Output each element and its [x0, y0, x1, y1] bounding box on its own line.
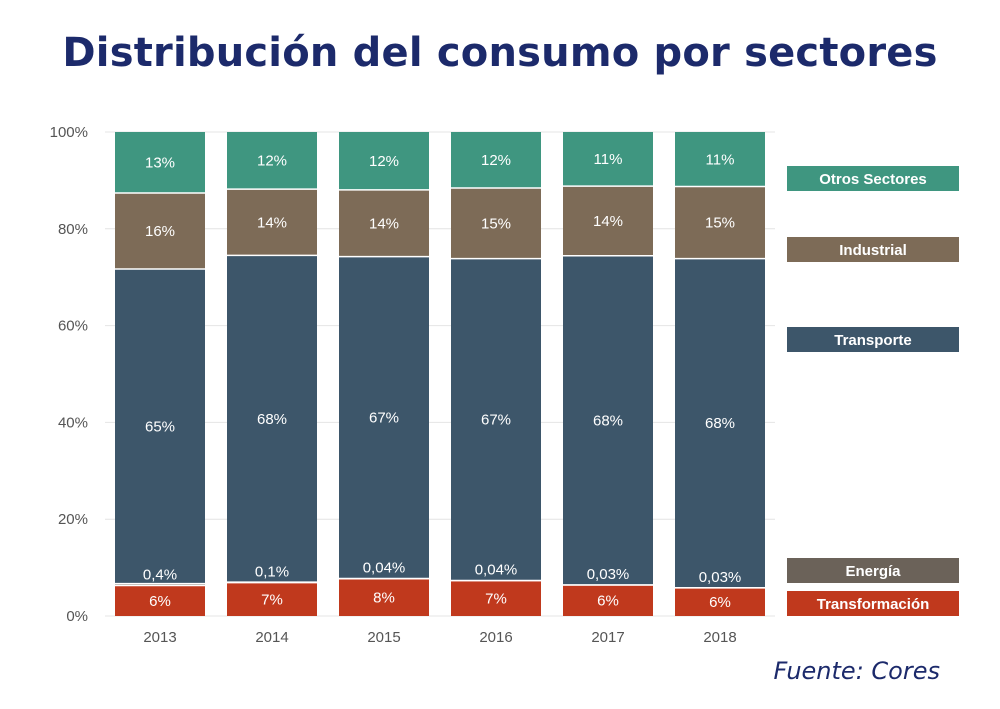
bar-segment: [339, 132, 429, 190]
bar-segment: [451, 580, 541, 616]
data-label: 16%: [145, 223, 175, 240]
data-label: 11%: [594, 151, 623, 168]
data-label: 68%: [705, 415, 735, 432]
data-label: 15%: [481, 215, 511, 232]
legend-item: Otros Sectores: [787, 166, 959, 191]
x-tick-label: 2014: [255, 629, 288, 646]
y-tick-label: 100%: [50, 124, 88, 141]
legend: Otros Sectores Industrial Transporte Energí…: [787, 166, 959, 616]
y-axis: 0% 20% 40% 60% 80% 100%: [50, 124, 88, 625]
bar-group: 7% 0,04% 67% 15% 12%: [451, 132, 541, 616]
data-label: 67%: [481, 412, 511, 429]
gridlines: [105, 131, 775, 617]
bar-segment: [563, 186, 653, 256]
bar-group: 8% 0,04% 67% 14% 12%: [339, 132, 429, 616]
x-axis: 2013 2014 2015 2016 2017 2018: [143, 629, 736, 646]
data-label: 11%: [706, 151, 735, 168]
legend-swatch: [787, 237, 959, 262]
bar-segment: [563, 255, 653, 585]
bar-segment: [227, 255, 317, 583]
bar-segment: [339, 189, 429, 257]
legend-item: Transporte: [787, 327, 959, 352]
y-tick-label: 80%: [58, 221, 88, 238]
x-tick-label: 2015: [367, 629, 400, 646]
legend-label: Industrial: [839, 242, 907, 259]
data-label: 14%: [593, 213, 623, 230]
bars: 6% 0,4% 65% 16% 13% 7% 0,1% 68% 14% 12% 8% 0,04% 67%…: [115, 132, 765, 616]
legend-swatch: [787, 591, 959, 616]
data-label: 12%: [369, 153, 399, 170]
bar-segment: [227, 132, 317, 190]
bar-segment: [675, 258, 765, 588]
y-tick-label: 60%: [58, 318, 88, 335]
bar-segment: [339, 256, 429, 579]
data-label: 7%: [261, 591, 283, 608]
data-label: 12%: [257, 153, 287, 170]
data-label: 6%: [149, 593, 171, 610]
x-tick-label: 2016: [479, 629, 512, 646]
bar-segment: [115, 583, 205, 586]
data-label: 0,4%: [143, 567, 177, 584]
data-label: 13%: [145, 154, 175, 171]
data-label: 67%: [369, 410, 399, 427]
legend-item: Energía: [787, 558, 959, 583]
data-label: 0,1%: [255, 564, 289, 581]
bar-segment: [451, 258, 541, 581]
data-label: 65%: [145, 418, 175, 435]
legend-swatch: [787, 166, 959, 191]
bar-group: 6% 0,4% 65% 16% 13%: [115, 132, 205, 616]
legend-label: Transporte: [834, 332, 912, 349]
data-label: 15%: [705, 215, 735, 232]
bar-segment: [115, 192, 205, 269]
bar-segment: [675, 132, 765, 187]
y-tick-label: 40%: [58, 414, 88, 431]
legend-label: Transformación: [817, 596, 930, 613]
data-label: 68%: [593, 412, 623, 429]
bar-group: 7% 0,1% 68% 14% 12%: [227, 132, 317, 616]
x-tick-label: 2013: [143, 629, 176, 646]
bar-segment: [227, 582, 317, 616]
y-tick-label: 0%: [66, 608, 88, 625]
source-note: Fuente: Cores: [773, 657, 941, 685]
bar-segment: [339, 578, 429, 616]
legend-swatch: [787, 558, 959, 583]
data-label: 14%: [369, 215, 399, 232]
bar-segment: [451, 132, 541, 188]
chart-title: Distribución del consumo por sectores: [62, 30, 938, 76]
legend-swatch: [787, 327, 959, 352]
bar-group: 6% 0,03% 68% 15% 11%: [675, 132, 765, 616]
bar-segment: [115, 132, 205, 193]
bar-segment: [563, 585, 653, 616]
data-label: 0,04%: [363, 560, 406, 577]
x-tick-label: 2017: [591, 629, 624, 646]
bar-segment: [227, 189, 317, 256]
data-label: 68%: [257, 411, 287, 428]
data-label: 14%: [257, 214, 287, 231]
legend-item: Industrial: [787, 237, 959, 262]
y-tick-label: 20%: [58, 511, 88, 528]
data-label: 7%: [485, 590, 507, 607]
bar-segment: [563, 132, 653, 187]
data-label: 0,03%: [699, 569, 742, 586]
data-label: 8%: [373, 589, 395, 606]
data-label: 6%: [597, 593, 619, 610]
bar-segment: [115, 268, 205, 584]
data-label: 6%: [709, 594, 731, 611]
bar-segment: [675, 587, 765, 616]
data-label: 0,04%: [475, 562, 518, 579]
bar-segment: [675, 186, 765, 259]
bar-segment: [115, 585, 205, 616]
data-label: 12%: [481, 152, 511, 169]
legend-label: Energía: [845, 563, 901, 580]
bar-group: 6% 0,03% 68% 14% 11%: [563, 132, 653, 616]
bar-segment: [451, 187, 541, 259]
x-tick-label: 2018: [703, 629, 736, 646]
data-label: 0,03%: [587, 566, 630, 583]
legend-label: Otros Sectores: [819, 171, 927, 188]
legend-item: Transformación: [787, 591, 959, 616]
